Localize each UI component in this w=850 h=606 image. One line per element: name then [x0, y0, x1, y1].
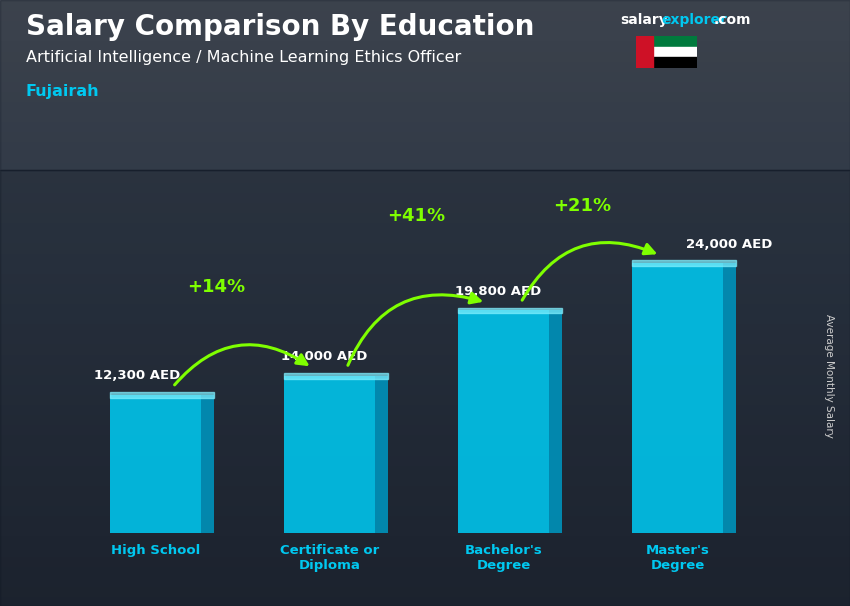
Bar [0, 545, 850, 556]
Bar [0, 596, 850, 606]
Bar [636, 36, 697, 47]
Bar [0, 394, 850, 404]
Bar [0, 232, 850, 242]
Text: Artificial Intelligence / Machine Learning Ethics Officer: Artificial Intelligence / Machine Learni… [26, 50, 461, 65]
Bar [0, 404, 850, 414]
Bar [0, 535, 850, 545]
Bar [0, 525, 850, 535]
Bar [0, 192, 850, 202]
Bar [0, 435, 850, 444]
Bar [0, 495, 850, 505]
Bar [0, 171, 850, 182]
Bar [0, 170, 850, 606]
Bar [0, 565, 850, 576]
Bar [0, 91, 850, 101]
Bar [0, 424, 850, 435]
Bar [0, 444, 850, 454]
Bar [632, 263, 722, 533]
Bar [0, 556, 850, 565]
Bar [0, 162, 850, 171]
Bar [0, 61, 850, 71]
Bar [284, 373, 388, 379]
Bar [0, 333, 850, 344]
Bar [0, 586, 850, 596]
Bar [0, 505, 850, 515]
Bar [0, 344, 850, 353]
Bar [0, 313, 850, 323]
Text: salary: salary [620, 13, 668, 27]
Bar [0, 465, 850, 474]
Bar [0, 101, 850, 111]
Bar [0, 71, 850, 81]
Text: Fujairah: Fujairah [26, 84, 99, 99]
Bar [0, 474, 850, 485]
Bar [0, 182, 850, 192]
Bar [0, 202, 850, 212]
Bar [0, 152, 850, 162]
Bar [0, 10, 850, 20]
Bar [0, 212, 850, 222]
Bar [458, 308, 562, 313]
Bar [0, 111, 850, 121]
Bar [0, 293, 850, 303]
Bar [0, 515, 850, 525]
Bar [0, 262, 850, 273]
Bar [458, 310, 548, 533]
Bar [0, 273, 850, 283]
Bar [548, 310, 562, 533]
Text: Average Monthly Salary: Average Monthly Salary [824, 314, 834, 438]
Bar [0, 364, 850, 374]
Text: 14,000 AED: 14,000 AED [280, 350, 367, 363]
Text: 19,800 AED: 19,800 AED [455, 285, 541, 298]
Bar [0, 384, 850, 394]
Text: 12,300 AED: 12,300 AED [94, 369, 181, 382]
Bar [0, 0, 850, 10]
Bar [0, 242, 850, 253]
Bar [0, 30, 850, 41]
Bar [110, 395, 201, 533]
Bar [0, 414, 850, 424]
Bar [0, 222, 850, 232]
Bar [0, 374, 850, 384]
Text: Salary Comparison By Education: Salary Comparison By Education [26, 13, 534, 41]
Text: +41%: +41% [388, 207, 445, 225]
Bar [0, 485, 850, 495]
Bar [201, 395, 214, 533]
Bar [0, 283, 850, 293]
Bar [0, 0, 850, 170]
Text: .com: .com [714, 13, 751, 27]
Bar [632, 261, 736, 266]
Bar [284, 376, 375, 533]
Bar [0, 132, 850, 141]
Bar [0, 353, 850, 364]
Bar [0, 41, 850, 50]
Text: 24,000 AED: 24,000 AED [686, 238, 773, 250]
Bar [722, 263, 736, 533]
Bar [0, 253, 850, 262]
Bar [375, 376, 388, 533]
Text: explorer: explorer [661, 13, 728, 27]
Bar [636, 47, 697, 58]
Bar [0, 141, 850, 152]
Bar [0, 81, 850, 91]
Bar [110, 392, 214, 398]
Text: +21%: +21% [552, 198, 611, 216]
Text: +14%: +14% [187, 279, 246, 296]
Bar [0, 454, 850, 465]
Bar [0, 50, 850, 61]
Bar [0, 303, 850, 313]
Bar [0, 323, 850, 333]
Bar [0, 20, 850, 30]
Bar [0, 576, 850, 586]
Bar [636, 36, 653, 68]
Bar [0, 121, 850, 132]
Bar [636, 58, 697, 68]
